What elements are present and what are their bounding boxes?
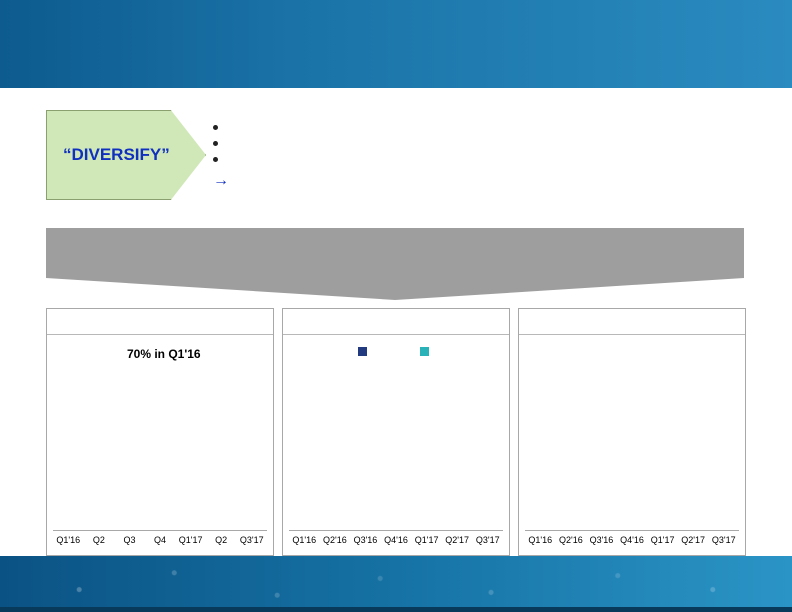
- charts-row: 70% in Q1'16 Q1'16Q2Q3Q4Q1'17Q2Q3'17: [46, 308, 748, 556]
- x-axis-label: Q1'16: [525, 535, 556, 551]
- section-banner: [46, 228, 744, 278]
- chart1-baseline: [53, 530, 267, 531]
- chart3-title-strip: [519, 309, 745, 335]
- x-axis-label: Q3'16: [350, 535, 381, 551]
- x-axis-label: Q4: [145, 535, 176, 551]
- x-axis-label: Q3'17: [708, 535, 739, 551]
- x-axis-label: Q1'16: [53, 535, 84, 551]
- x-axis-label: Q1'16: [289, 535, 320, 551]
- chart3-bars: [525, 377, 739, 531]
- chart-card-1: 70% in Q1'16 Q1'16Q2Q3Q4Q1'17Q2Q3'17: [46, 308, 274, 556]
- chart1-plot: Q1'16Q2Q3Q4Q1'17Q2Q3'17: [47, 335, 273, 555]
- x-axis-label: Q1'17: [647, 535, 678, 551]
- bullet-dot: [213, 141, 218, 146]
- bottom-band: [0, 556, 792, 612]
- top-band: [0, 0, 792, 88]
- diversify-callout: “DIVERSIFY”: [46, 110, 206, 200]
- chart-card-3: Q1'16Q2'16Q3'16Q4'16Q1'17Q2'17Q3'17: [518, 308, 746, 556]
- bullet-dot: [213, 125, 218, 130]
- x-axis-label: Q3: [114, 535, 145, 551]
- x-axis-label: Q2'16: [556, 535, 587, 551]
- x-axis-label: Q1'17: [411, 535, 442, 551]
- chart2-plot: Q1'16Q2'16Q3'16Q4'16Q1'17Q2'17Q3'17: [283, 335, 509, 555]
- x-axis-label: Q3'17: [236, 535, 267, 551]
- x-axis-label: Q2: [206, 535, 237, 551]
- bullet-arrow-icon: →: [213, 173, 229, 189]
- x-axis-label: Q4'16: [617, 535, 648, 551]
- x-axis-label: Q4'16: [381, 535, 412, 551]
- x-axis-label: Q2'17: [442, 535, 473, 551]
- chart1-title-strip: [47, 309, 273, 335]
- chart2-title-strip: [283, 309, 509, 335]
- bottom-edge: [0, 607, 792, 612]
- chart2-baseline: [289, 530, 503, 531]
- chart3-baseline: [525, 530, 739, 531]
- bullet-dot: [213, 157, 218, 162]
- x-axis-label: Q2: [84, 535, 115, 551]
- chart2-bars: [289, 377, 503, 531]
- chart-card-2: Q1'16Q2'16Q3'16Q4'16Q1'17Q2'17Q3'17: [282, 308, 510, 556]
- x-axis-label: Q1'17: [175, 535, 206, 551]
- x-axis-label: Q2'16: [320, 535, 351, 551]
- diversify-label: “DIVERSIFY”: [63, 145, 170, 165]
- bullet-list: →: [213, 114, 229, 189]
- chart3-plot: Q1'16Q2'16Q3'16Q4'16Q1'17Q2'17Q3'17: [519, 335, 745, 555]
- x-axis-label: Q2'17: [678, 535, 709, 551]
- section-banner-chevron: [46, 278, 744, 300]
- x-axis-label: Q3'17: [472, 535, 503, 551]
- chart3-xlabels: Q1'16Q2'16Q3'16Q4'16Q1'17Q2'17Q3'17: [525, 535, 739, 551]
- chart2-xlabels: Q1'16Q2'16Q3'16Q4'16Q1'17Q2'17Q3'17: [289, 535, 503, 551]
- x-axis-label: Q3'16: [586, 535, 617, 551]
- diversify-pentagon: “DIVERSIFY”: [46, 110, 206, 200]
- chart1-xlabels: Q1'16Q2Q3Q4Q1'17Q2Q3'17: [53, 535, 267, 551]
- chart1-bars: [53, 377, 267, 531]
